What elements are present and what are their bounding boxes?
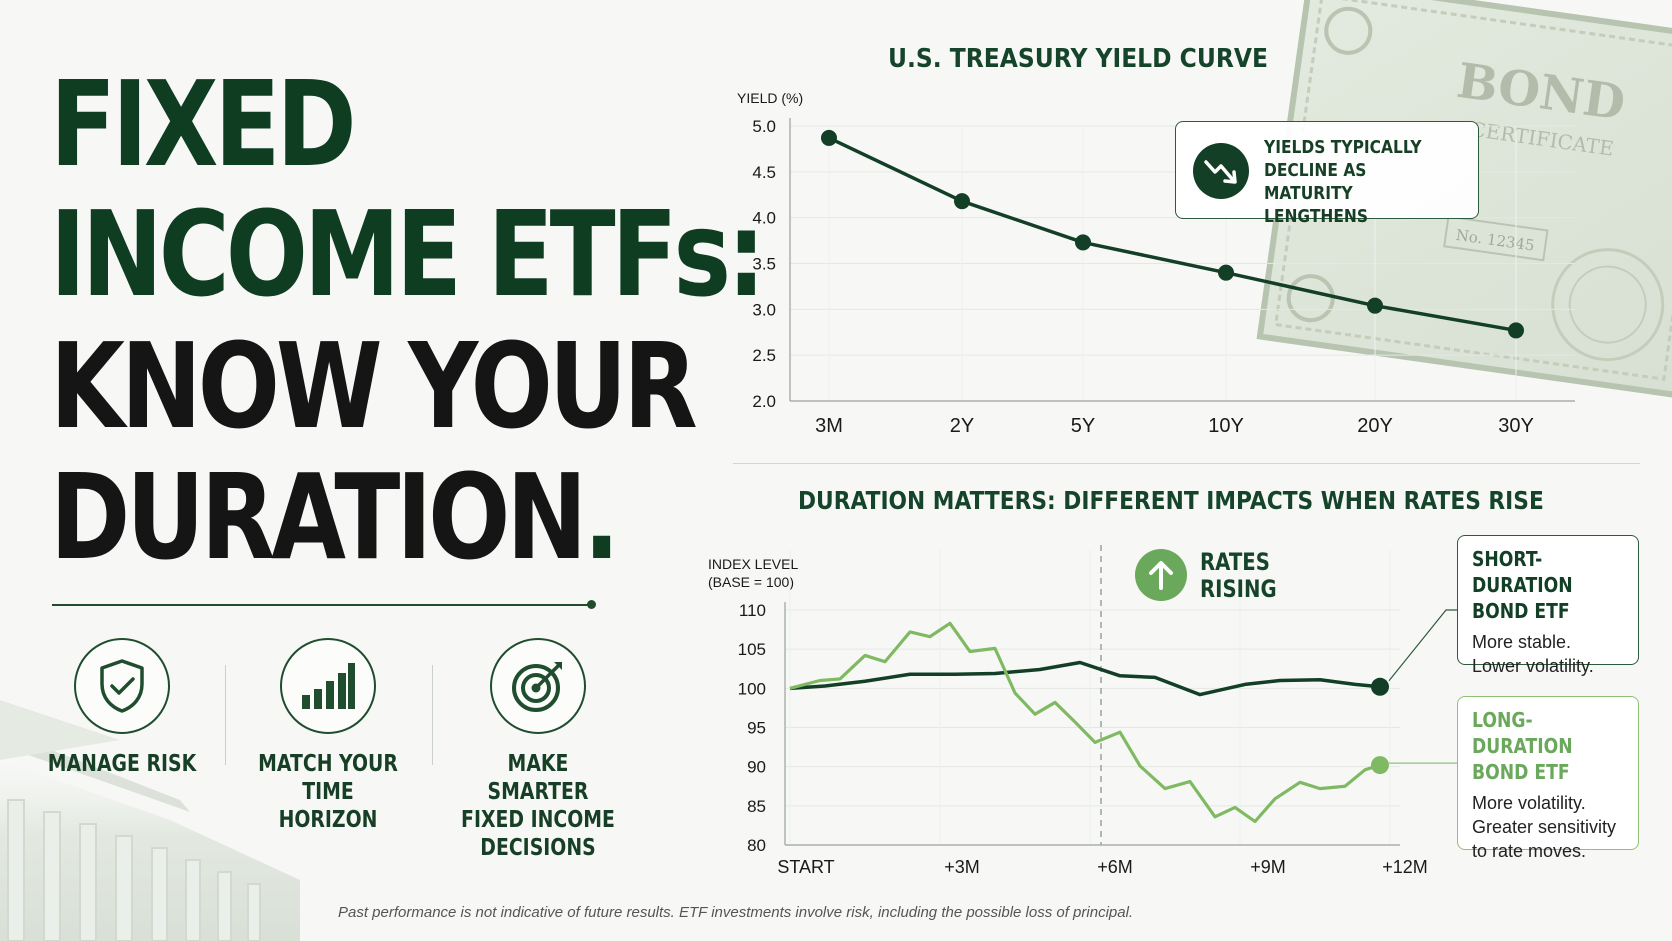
long-duration-callout: LONG-DURATION BOND ETF More volatility. … bbox=[1457, 696, 1639, 861]
headline-rule bbox=[52, 604, 592, 606]
duration-x-tick-label: +12M bbox=[1382, 857, 1428, 877]
bar-chart-icon bbox=[280, 638, 376, 734]
yield-curve-title: U.S. TREASURY YIELD CURVE bbox=[888, 44, 1268, 74]
yield-point bbox=[1367, 297, 1383, 314]
duration-axis-label: (BASE = 100) bbox=[708, 574, 794, 590]
yield-x-tick-label: 10Y bbox=[1208, 415, 1244, 437]
short-duration-name: SHORT-DURATION BOND ETF bbox=[1472, 547, 1573, 623]
feature-label: MANAGE RISK bbox=[47, 751, 197, 777]
duration-tick-label: 95 bbox=[747, 719, 766, 738]
disclaimer: Past performance is not indicative of fu… bbox=[338, 904, 1134, 921]
yield-x-tick-label: 5Y bbox=[1071, 415, 1095, 437]
long-duration-description: More volatility. Greater sensitivity to … bbox=[1472, 793, 1617, 861]
rates-rising-label: RATES RISING bbox=[1200, 548, 1277, 603]
yield-tick-label: 4.0 bbox=[752, 209, 776, 228]
duration-tick-label: 100 bbox=[738, 679, 766, 698]
short-duration-line bbox=[789, 660, 1381, 697]
feature-manage-risk: MANAGE RISK bbox=[27, 638, 217, 778]
feature-label: MAKE SMARTER FIXED INCOME DECISIONS bbox=[461, 751, 615, 861]
yield-tick-label: 4.5 bbox=[752, 163, 776, 182]
yield-curve-chart: YIELD (%) 2.0 2.5 3.0 3.5 4.0 4.5 5.0 3M 2Y 5Y 10Y 2… bbox=[737, 90, 1575, 437]
yield-tick-label: 3.0 bbox=[752, 300, 776, 319]
duration-tick-label: 105 bbox=[738, 640, 766, 659]
duration-chart-title: DURATION MATTERS: DIFFERENT IMPACTS WHEN… bbox=[798, 486, 1544, 515]
yield-curve-annotation-text: YIELDS TYPICALLY DECLINE AS MATURITY LEN… bbox=[1264, 137, 1422, 227]
duration-tick-label: 80 bbox=[747, 836, 766, 855]
yield-point bbox=[1075, 234, 1091, 251]
yield-x-tick-label: 2Y bbox=[950, 415, 974, 437]
duration-x-tick-label: +6M bbox=[1097, 857, 1133, 877]
feature-smarter-decisions: MAKE SMARTER FIXED INCOME DECISIONS bbox=[443, 638, 633, 862]
headline-line-2: INCOME ETFs: bbox=[50, 185, 766, 323]
headline-rule-dot bbox=[587, 600, 596, 609]
yield-tick-label: 5.0 bbox=[752, 117, 776, 136]
duration-x-tick-label: +9M bbox=[1250, 857, 1286, 877]
capitol-building-art bbox=[0, 700, 300, 941]
yield-point bbox=[954, 193, 970, 210]
duration-x-tick-label: START bbox=[777, 857, 834, 877]
yield-point bbox=[821, 129, 837, 146]
yield-curve-annotation: YIELDS TYPICALLY DECLINE AS MATURITY LEN… bbox=[1175, 121, 1479, 227]
long-duration-name: LONG-DURATION BOND ETF bbox=[1472, 708, 1573, 784]
target-icon bbox=[490, 638, 586, 734]
short-duration-line-endpoint bbox=[1371, 677, 1389, 696]
headline-duration-word: DURATION bbox=[50, 448, 587, 586]
duration-tick-label: 110 bbox=[739, 601, 766, 620]
yield-curve-line bbox=[828, 136, 1517, 333]
yield-x-tick-label: 20Y bbox=[1357, 415, 1393, 437]
duration-axis-label: INDEX LEVEL bbox=[708, 556, 798, 572]
headline-line-4: DURATION. bbox=[50, 453, 620, 581]
duration-tick-label: 85 bbox=[747, 797, 766, 816]
feature-divider bbox=[432, 665, 433, 765]
feature-label: MATCH YOUR TIME HORIZON bbox=[258, 751, 398, 833]
yield-axis-label: YIELD (%) bbox=[737, 90, 803, 106]
long-duration-line-endpoint bbox=[1371, 756, 1389, 775]
feature-divider bbox=[225, 665, 226, 765]
duration-x-tick-label: +3M bbox=[944, 857, 980, 877]
duration-tick-label: 90 bbox=[747, 758, 766, 777]
yield-point bbox=[1218, 264, 1234, 281]
headline-line-1: FIXED bbox=[50, 55, 357, 193]
yield-tick-label: 3.5 bbox=[752, 255, 776, 274]
shield-check-icon bbox=[74, 638, 170, 734]
headline-line-3: KNOW YOUR bbox=[50, 317, 698, 455]
yield-point bbox=[1508, 322, 1524, 339]
trend-down-icon bbox=[1193, 143, 1249, 199]
yield-x-tick-label: 30Y bbox=[1498, 415, 1534, 437]
section-divider bbox=[733, 463, 1640, 464]
short-duration-leader bbox=[1388, 609, 1457, 682]
arrow-up-icon bbox=[1135, 549, 1187, 601]
feature-match-horizon: MATCH YOUR TIME HORIZON bbox=[233, 638, 423, 834]
yield-x-tick-label: 3M bbox=[815, 415, 843, 437]
long-duration-line bbox=[789, 621, 1381, 824]
short-duration-description: More stable. Lower volatility. bbox=[1472, 632, 1594, 676]
short-duration-callout: SHORT-DURATION BOND ETF More stable. Low… bbox=[1457, 535, 1639, 676]
bond-certificate-art: BOND CERTIFICATE No. 12345 bbox=[1256, 0, 1672, 399]
yield-tick-label: 2.5 bbox=[752, 346, 776, 365]
headline-accent-dot: . bbox=[583, 448, 620, 586]
yield-tick-label: 2.0 bbox=[752, 392, 776, 411]
